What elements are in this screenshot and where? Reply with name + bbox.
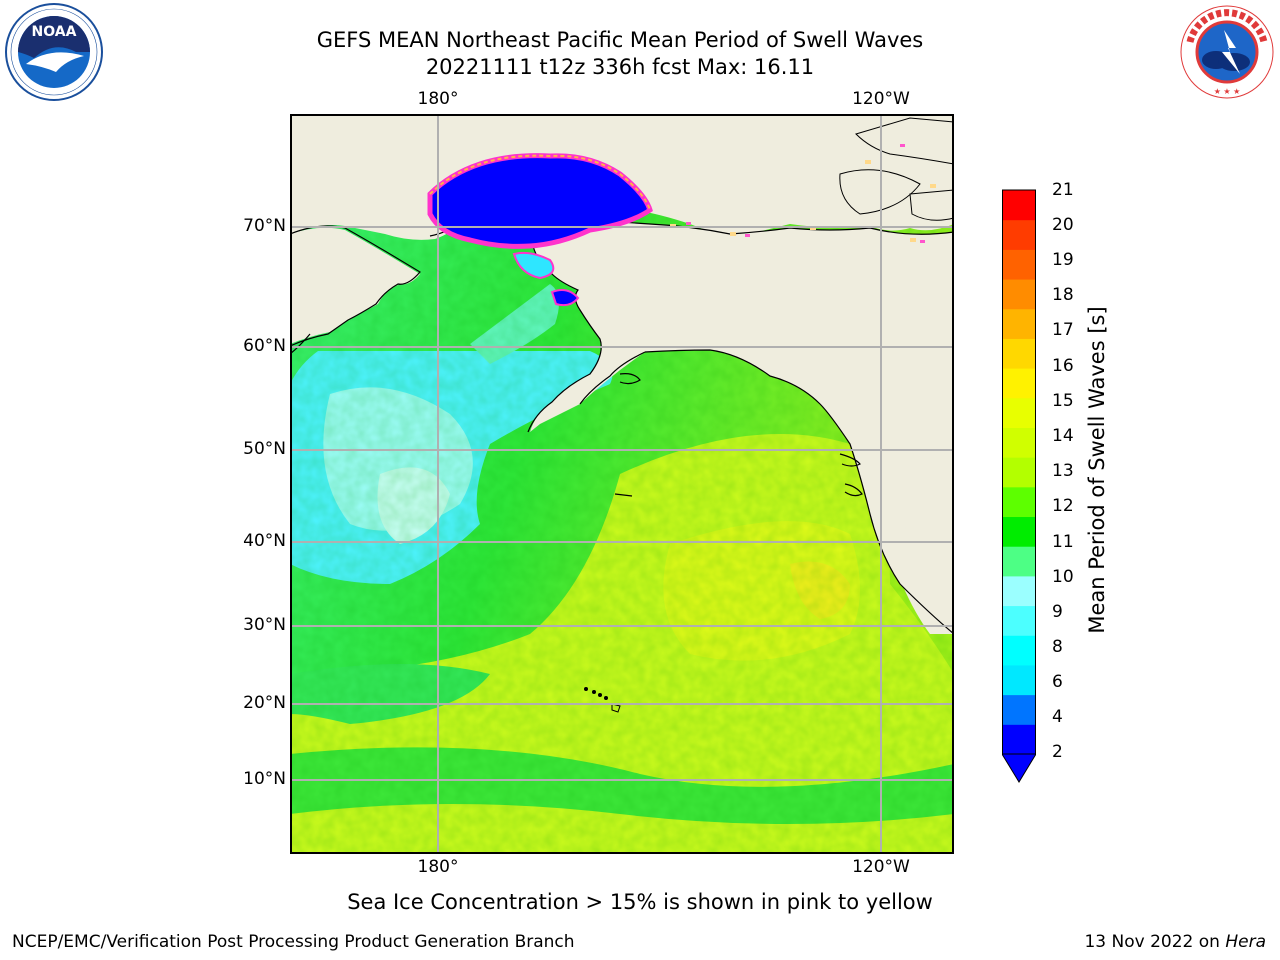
colorbar-tick: 2 (1052, 742, 1063, 762)
footer-date-text: 13 Nov 2022 on (1084, 932, 1220, 952)
colorbar-label: Mean Period of Swell Waves [s] (1085, 306, 1109, 634)
colorbar-tick: 4 (1052, 707, 1063, 727)
colorbar-segment (1002, 664, 1036, 696)
colorbar-segment (1002, 279, 1036, 310)
lat-label-10n: 10°N (243, 769, 286, 789)
lat-label-20n: 20°N (243, 693, 286, 713)
colorbar-tick: 18 (1052, 285, 1074, 305)
colorbar-tick: 20 (1052, 215, 1074, 235)
footer-credit: NCEP/EMC/Verification Post Processing Pr… (12, 932, 575, 952)
lat-label-60n: 60°N (243, 336, 286, 356)
lat-label-30n: 30°N (243, 615, 286, 635)
map-title: GEFS MEAN Northeast Pacific Mean Period … (316, 28, 924, 52)
colorbar-tick: 13 (1052, 461, 1074, 481)
colorbar-segment (1002, 457, 1036, 488)
colorbar-segment (1002, 249, 1036, 280)
colorbar-segment (1002, 635, 1036, 666)
colorbar-tick: 17 (1052, 320, 1074, 340)
colorbar-extend-arrow (1001, 753, 1037, 783)
colorbar-segment (1002, 368, 1036, 399)
colorbar-segment (1002, 516, 1036, 547)
colorbar-segment (1002, 427, 1036, 458)
colorbar-tick: 21 (1052, 180, 1074, 200)
svg-text:★ ★ ★: ★ ★ ★ (1214, 87, 1241, 96)
colorbar-segment (1002, 546, 1036, 577)
colorbar-segment (1002, 575, 1036, 607)
colorbar-segment (1002, 397, 1036, 428)
footer-date: 13 Nov 2022 on Hera (1084, 932, 1266, 952)
lon-label-bottom-120w: 120°W (852, 857, 910, 877)
colorbar-tick: 16 (1052, 356, 1074, 376)
colorbar-tick: 12 (1052, 496, 1074, 516)
lat-label-50n: 50°N (243, 439, 286, 459)
lat-label-70n: 70°N (243, 216, 286, 236)
lon-label-top-180: 180° (417, 89, 459, 109)
colorbar (1001, 188, 1037, 788)
colorbar-segment (1002, 724, 1036, 755)
sea-ice-note: Sea Ice Concentration > 15% is shown in … (347, 890, 933, 914)
colorbar-segment (1002, 486, 1036, 518)
colorbar-segment (1002, 605, 1036, 636)
colorbar-segment (1002, 308, 1036, 339)
colorbar-tick: 11 (1052, 532, 1074, 552)
colorbar-tick: 14 (1052, 426, 1074, 446)
colorbar-frame (1002, 189, 1036, 755)
colorbar-tick: 8 (1052, 637, 1063, 657)
noaa-logo-icon: NOAA (4, 2, 104, 106)
map-subtitle: 20221111 t12z 336h fcst Max: 16.11 (425, 55, 815, 79)
footer-host: Hera (1225, 932, 1266, 952)
svg-text:NOAA: NOAA (32, 24, 77, 40)
colorbar-tick: 9 (1052, 602, 1063, 622)
lon-label-top-120w: 120°W (852, 89, 910, 109)
colorbar-tick: 15 (1052, 391, 1074, 411)
swell-period-map (289, 114, 955, 854)
colorbar-tick: 19 (1052, 250, 1074, 270)
colorbar-tick: 6 (1052, 672, 1063, 692)
colorbar-segment (1002, 190, 1036, 221)
colorbar-segment (1002, 219, 1036, 250)
colorbar-segment (1002, 338, 1036, 369)
lon-label-bottom-180: 180° (417, 857, 459, 877)
colorbar-segment (1002, 694, 1036, 725)
national-weather-service-logo-icon: ★ ★ ★ (1176, 2, 1278, 106)
lat-label-40n: 40°N (243, 531, 286, 551)
colorbar-tick: 10 (1052, 567, 1074, 587)
